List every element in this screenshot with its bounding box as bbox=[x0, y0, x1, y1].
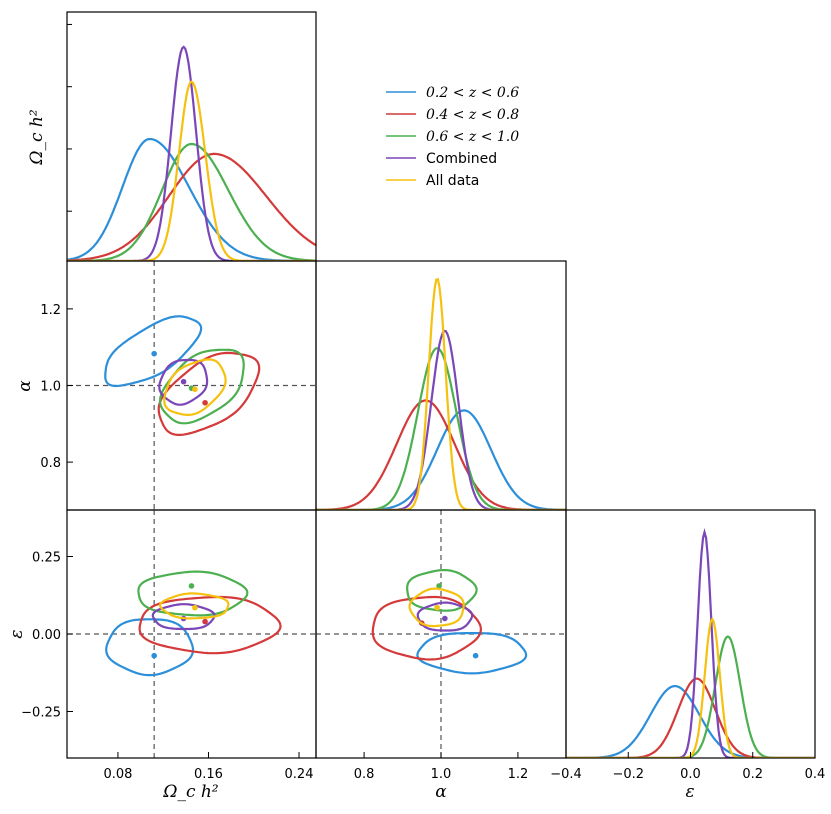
point-al_ep-series-3 bbox=[442, 615, 448, 622]
tick-label-alpha-y-2: 1.2 bbox=[40, 303, 61, 318]
point-om_ep-series-2 bbox=[188, 583, 195, 589]
point-om_al-series-0 bbox=[151, 350, 157, 357]
contour-om_al-series-0 bbox=[104, 315, 203, 388]
point-om_ep-series-4 bbox=[192, 604, 198, 611]
diag-panel-epsilon bbox=[566, 528, 815, 758]
contour-om_ep-series-2 bbox=[137, 570, 249, 617]
point-om_al-series-1 bbox=[202, 399, 208, 406]
tick-label-alpha-y-1: 1.0 bbox=[40, 380, 61, 395]
contour-al_ep-series-1 bbox=[371, 595, 483, 661]
contour-al_ep-series-4 bbox=[408, 587, 465, 628]
contour-om_al-series-4 bbox=[163, 358, 227, 416]
point-al_ep-series-0 bbox=[472, 652, 479, 659]
panel-om_al bbox=[67, 261, 316, 510]
tick-label-eps-y-2: 0.25 bbox=[32, 551, 61, 566]
tick-label-eps-x-1: −0.2 bbox=[612, 767, 644, 782]
legend-label-1: 0.4 < z < 0.8 bbox=[426, 107, 519, 123]
curve-epsilon-series-3 bbox=[566, 528, 815, 758]
point-om_ep-series-1 bbox=[202, 618, 208, 625]
tick-label-eps-x-0: −0.4 bbox=[550, 767, 582, 782]
curve-alpha-series-1 bbox=[316, 399, 566, 510]
contour-om_ep-series-0 bbox=[105, 618, 195, 677]
tick-label-alpha-x-1: 1.0 bbox=[431, 767, 452, 782]
contour-om_al-series-3 bbox=[158, 358, 209, 406]
point-om_al-series-4 bbox=[192, 386, 198, 393]
curve-epsilon-series-0 bbox=[566, 684, 815, 758]
contour-al_ep-series-3 bbox=[416, 601, 474, 632]
legend: 0.2 < z < 0.6 0.4 < z < 0.8 0.6 < z < 1.0 C… bbox=[386, 85, 519, 189]
tick-label-eps-x-2: 0.0 bbox=[680, 767, 701, 782]
curve-omega-series-2 bbox=[67, 142, 316, 261]
curve-epsilon-series-2 bbox=[566, 635, 815, 758]
diag-panel-omega bbox=[67, 45, 316, 261]
xlabel-alpha: α bbox=[435, 782, 447, 802]
tick-label-eps-y-1: 0.00 bbox=[32, 628, 61, 643]
contour-om_al-series-2 bbox=[159, 348, 245, 425]
contour-om_al-series-1 bbox=[157, 351, 261, 436]
tick-label-omega-x-2: 0.24 bbox=[285, 767, 314, 782]
legend-label-3: Combined bbox=[426, 151, 497, 167]
legend-label-2: 0.6 < z < 1.0 bbox=[426, 129, 519, 145]
point-om_ep-series-0 bbox=[151, 652, 157, 659]
curve-alpha-series-0 bbox=[316, 409, 566, 510]
curve-epsilon-series-1 bbox=[566, 677, 815, 758]
point-al_ep-series-2 bbox=[436, 583, 442, 589]
tick-label-omega-x-0: 0.08 bbox=[103, 767, 132, 782]
contour-al_ep-series-2 bbox=[406, 568, 478, 612]
ylabel-omega: Ω_c h² bbox=[27, 109, 47, 165]
panel-om_ep bbox=[67, 510, 316, 758]
tick-label-eps-x-3: 0.2 bbox=[742, 767, 763, 782]
panel-frame-0-0 bbox=[66, 11, 317, 262]
legend-label-0: 0.2 < z < 0.6 bbox=[426, 85, 519, 101]
tick-label-omega-x-1: 0.16 bbox=[194, 767, 223, 782]
tick-label-alpha-x-0: 0.8 bbox=[354, 767, 375, 782]
curve-alpha-series-2 bbox=[316, 347, 566, 510]
curve-omega-series-0 bbox=[67, 137, 316, 261]
panel-al_ep bbox=[316, 510, 566, 758]
ylabel-epsilon: ε bbox=[7, 629, 27, 638]
curve-omega-series-4 bbox=[67, 80, 316, 261]
curve-alpha-series-4 bbox=[316, 278, 566, 510]
curve-alpha-series-3 bbox=[316, 329, 566, 510]
ylabel-alpha: α bbox=[15, 380, 35, 392]
tick-label-alpha-y-0: 0.8 bbox=[40, 456, 61, 471]
contour-al_ep-series-0 bbox=[416, 631, 528, 675]
tick-label-eps-x-4: 0.4 bbox=[805, 767, 826, 782]
curve-omega-series-3 bbox=[67, 45, 316, 261]
point-al_ep-series-4 bbox=[434, 604, 440, 611]
xlabel-epsilon: ε bbox=[685, 782, 694, 802]
curve-omega-series-1 bbox=[67, 152, 316, 261]
point-om_al-series-3 bbox=[180, 378, 187, 385]
tick-label-alpha-x-2: 1.2 bbox=[508, 767, 529, 782]
contour-om_ep-series-4 bbox=[158, 592, 230, 620]
contour-om_ep-series-3 bbox=[151, 603, 216, 631]
legend-label-4: All data bbox=[426, 173, 479, 189]
tick-label-eps-y-0: −0.25 bbox=[21, 706, 61, 721]
diag-panel-alpha bbox=[316, 278, 566, 510]
xlabel-omega: Ω_c h² bbox=[162, 782, 218, 802]
